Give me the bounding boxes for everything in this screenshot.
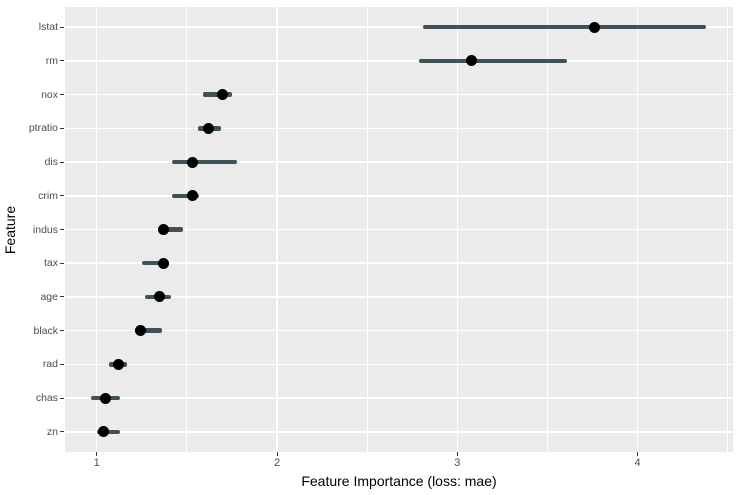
- row-gridline: [65, 127, 733, 130]
- point-dot-rad: [112, 358, 124, 370]
- y-tick-mark: [60, 161, 64, 163]
- row-gridline: [65, 431, 733, 433]
- x-tick-label-2: 2: [273, 457, 281, 469]
- x-axis-title: Feature Importance (loss: mae): [301, 473, 497, 489]
- x-tick-mark: [276, 452, 278, 456]
- y-tick-label-age: age: [40, 290, 58, 303]
- row-gridline: [65, 397, 733, 399]
- row-gridline: [65, 228, 733, 231]
- y-tick-label-indus: indus: [32, 223, 58, 236]
- range-bar-black: [134, 328, 162, 333]
- range-bar-rm: [419, 58, 568, 64]
- point-dot-zn: [98, 426, 110, 438]
- y-tick-label-zn: zn: [46, 425, 58, 438]
- y-tick-label-chas: chas: [35, 392, 58, 405]
- row-gridline: [65, 262, 733, 264]
- y-tick-mark: [60, 229, 64, 230]
- point-dot-ptratio: [203, 122, 215, 134]
- y-tick-label-lstat: lstat: [38, 21, 58, 34]
- y-tick-label-tax: tax: [43, 257, 58, 270]
- point-dot-tax: [157, 257, 169, 269]
- y-tick-mark: [60, 330, 64, 332]
- y-tick-mark: [60, 397, 64, 399]
- row-gridline: [65, 60, 733, 62]
- y-tick-label-dis: dis: [44, 156, 58, 169]
- row-gridline: [65, 329, 733, 332]
- y-tick-label-crim: crim: [38, 189, 58, 202]
- point-dot-lstat: [588, 21, 600, 33]
- y-tick-label-black: black: [33, 324, 58, 337]
- row-gridline: [65, 296, 733, 298]
- point-dot-rm: [466, 55, 478, 67]
- y-tick-mark: [60, 195, 64, 197]
- y-tick-mark: [60, 26, 64, 28]
- y-tick-mark: [60, 94, 64, 96]
- x-tick-mark: [96, 452, 98, 456]
- row-gridline: [65, 93, 733, 96]
- range-bar-dis: [172, 159, 238, 165]
- plot-panel: [65, 7, 733, 452]
- row-gridline: [65, 161, 733, 163]
- point-dot-dis: [186, 156, 198, 168]
- y-tick-mark: [60, 431, 64, 433]
- row-gridline: [65, 26, 733, 28]
- point-dot-age: [154, 291, 166, 303]
- row-gridline: [65, 195, 733, 197]
- x-tick-label-4: 4: [634, 457, 641, 469]
- y-tick-mark: [60, 262, 64, 264]
- x-tick-mark: [637, 452, 639, 456]
- point-dot-crim: [186, 190, 198, 202]
- point-dot-indus: [157, 224, 169, 235]
- range-bar-lstat: [423, 24, 707, 30]
- point-dot-chas: [100, 392, 112, 404]
- y-tick-label-rad: rad: [42, 358, 58, 371]
- y-tick-mark: [60, 60, 64, 62]
- row-gridline: [65, 363, 733, 366]
- range-bar-indus: [158, 227, 184, 232]
- y-tick-mark: [60, 363, 64, 365]
- y-tick-mark: [60, 127, 64, 129]
- range-bar-crim: [172, 193, 200, 199]
- y-tick-label-rm: rm: [45, 54, 58, 67]
- x-tick-label-1: 1: [93, 457, 100, 469]
- range-bar-tax: [141, 260, 169, 266]
- y-tick-mark: [60, 296, 64, 298]
- x-tick-mark: [456, 452, 458, 456]
- point-dot-nox: [217, 89, 229, 101]
- x-tick-label-3: 3: [454, 457, 461, 469]
- y-tick-label-nox: nox: [41, 88, 58, 101]
- y-tick-label-ptratio: ptratio: [28, 122, 58, 135]
- point-dot-black: [134, 325, 146, 337]
